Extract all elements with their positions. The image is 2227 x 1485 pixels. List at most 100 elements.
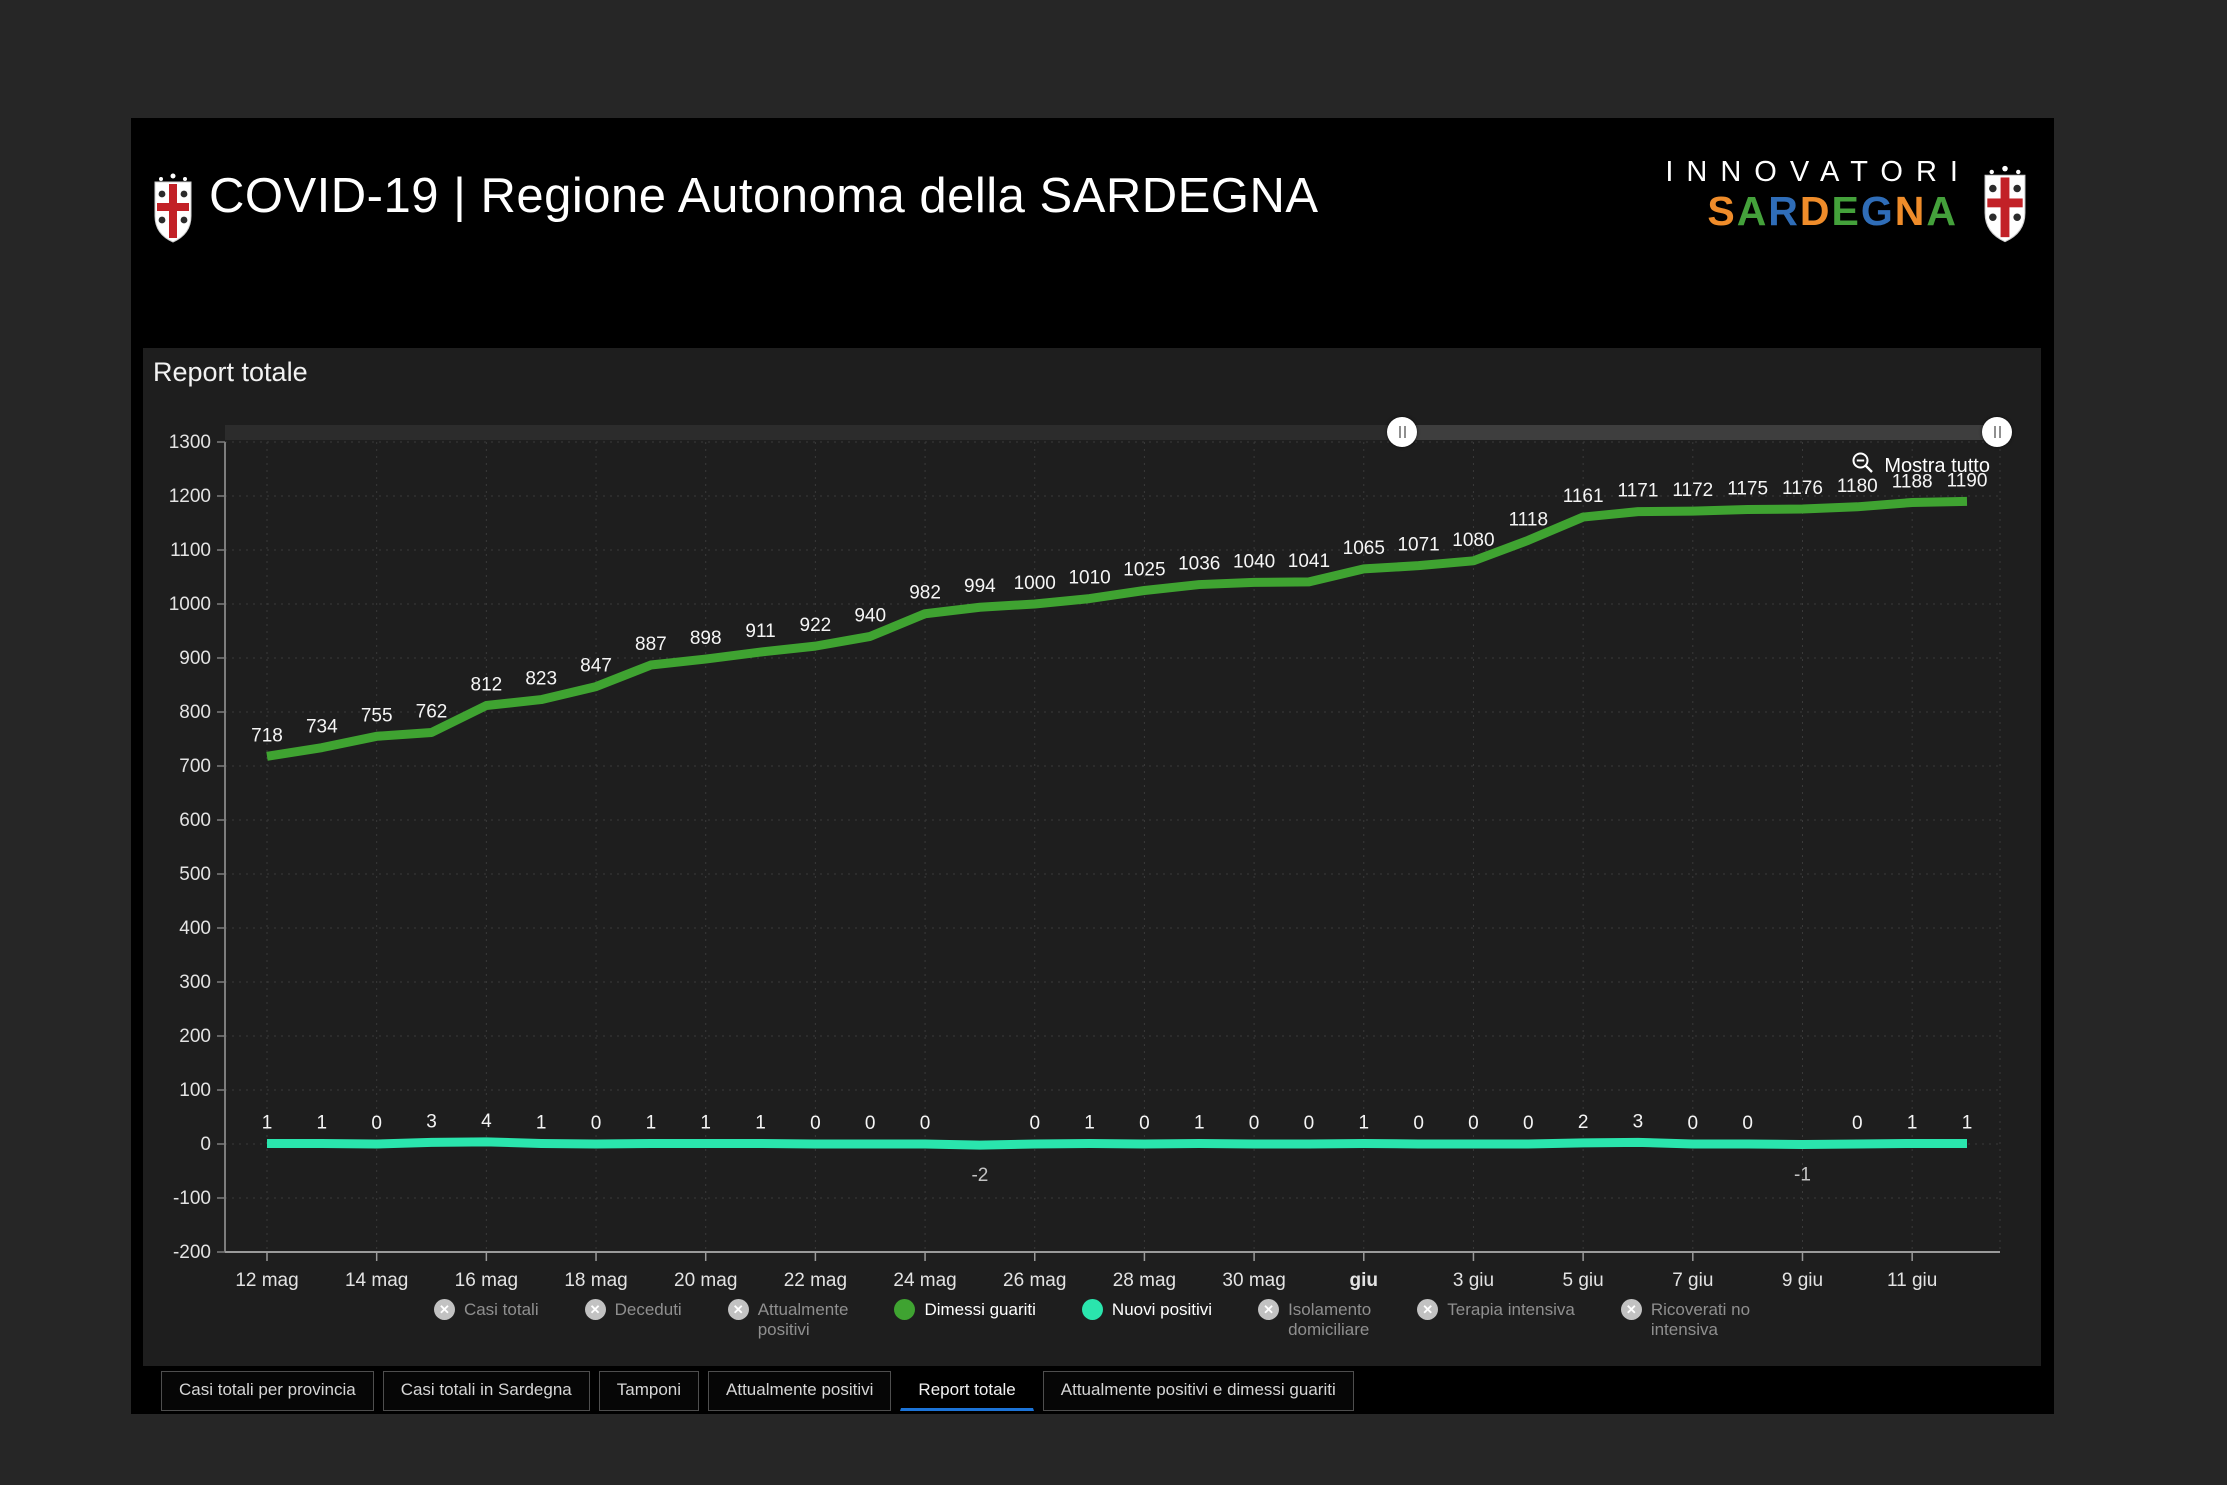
svg-text:1: 1 xyxy=(1907,1112,1918,1133)
svg-text:1036: 1036 xyxy=(1178,554,1220,575)
svg-text:5 giu: 5 giu xyxy=(1563,1270,1604,1291)
page-title: COVID-19 | Regione Autonoma della SARDEG… xyxy=(209,169,1319,223)
svg-text:14 mag: 14 mag xyxy=(345,1270,408,1291)
svg-text:3: 3 xyxy=(426,1111,437,1132)
tab-report-totale[interactable]: Report totale xyxy=(900,1371,1034,1411)
svg-text:1: 1 xyxy=(755,1112,766,1133)
tab-tamponi[interactable]: Tamponi xyxy=(598,1371,700,1411)
svg-text:1: 1 xyxy=(1962,1112,1973,1133)
svg-text:1: 1 xyxy=(1358,1112,1369,1133)
svg-text:0: 0 xyxy=(1139,1113,1150,1134)
svg-text:1: 1 xyxy=(700,1112,711,1133)
legend-item[interactable]: ✕ Isolamento domiciliare xyxy=(1258,1299,1372,1340)
svg-text:400: 400 xyxy=(179,918,211,939)
svg-text:1118: 1118 xyxy=(1509,509,1548,530)
svg-text:1: 1 xyxy=(536,1112,547,1133)
svg-text:1071: 1071 xyxy=(1397,535,1439,556)
svg-text:0: 0 xyxy=(1468,1113,1479,1134)
range-slider-selection[interactable] xyxy=(1402,425,1997,440)
svg-text:911: 911 xyxy=(745,621,775,642)
legend-series-dot-icon xyxy=(1081,1299,1103,1320)
svg-text:-100: -100 xyxy=(173,1188,211,1209)
svg-text:982: 982 xyxy=(909,583,941,604)
brand-letter: D xyxy=(1799,188,1832,234)
svg-text:755: 755 xyxy=(361,705,393,726)
svg-text:3 giu: 3 giu xyxy=(1453,1270,1494,1291)
show-all-button[interactable]: Mostra tutto xyxy=(1851,451,1990,481)
svg-text:1: 1 xyxy=(646,1112,657,1133)
svg-text:16 mag: 16 mag xyxy=(455,1270,518,1291)
brand-letter: G xyxy=(1860,188,1895,234)
brand-line-innovatori: INNOVATORI xyxy=(1665,156,1971,188)
legend-item-label: Ricoverati no intensiva xyxy=(1650,1300,1751,1339)
svg-text:11 giu: 11 giu xyxy=(1887,1270,1937,1291)
legend-item[interactable]: ✕ Casi totali xyxy=(433,1299,539,1320)
svg-text:200: 200 xyxy=(179,1026,211,1047)
legend-item-label: Dimessi guariti xyxy=(924,1300,1036,1319)
svg-text:1188: 1188 xyxy=(1892,471,1933,492)
svg-text:1025: 1025 xyxy=(1123,560,1165,581)
panel-title: Report totale xyxy=(153,357,308,387)
svg-text:1: 1 xyxy=(262,1112,273,1133)
svg-text:7 giu: 7 giu xyxy=(1672,1270,1713,1291)
brand-letter: N xyxy=(1894,188,1927,234)
legend-disabled-x-icon: ✕ xyxy=(1417,1299,1439,1320)
svg-text:1176: 1176 xyxy=(1782,478,1823,499)
legend-item[interactable]: ✕ Ricoverati no intensiva xyxy=(1620,1299,1751,1340)
svg-text:0: 0 xyxy=(865,1113,876,1134)
tab-attualmente-positivi-e-dimessi-guariti[interactable]: Attualmente positivi e dimessi guariti xyxy=(1042,1371,1354,1411)
svg-text:1172: 1172 xyxy=(1672,480,1713,501)
svg-text:9 giu: 9 giu xyxy=(1782,1270,1823,1291)
svg-text:20 mag: 20 mag xyxy=(674,1270,737,1291)
svg-text:500: 500 xyxy=(179,864,211,885)
legend-item[interactable]: Dimessi guariti xyxy=(894,1299,1036,1320)
svg-text:1000: 1000 xyxy=(1014,573,1056,594)
svg-text:3: 3 xyxy=(1633,1111,1644,1132)
svg-text:940: 940 xyxy=(854,605,886,626)
svg-text:718: 718 xyxy=(251,725,283,746)
legend-disabled-x-icon: ✕ xyxy=(584,1299,606,1320)
svg-text:0: 0 xyxy=(1688,1113,1699,1134)
svg-text:700: 700 xyxy=(179,756,211,777)
svg-text:100: 100 xyxy=(179,1080,211,1101)
report-totale-panel: Report totale -200 -100 0 100 200 300 400 500 60… xyxy=(143,348,2041,1366)
tab-attualmente-positivi[interactable]: Attualmente positivi xyxy=(708,1371,892,1411)
tab-casi-totali-per-provincia[interactable]: Casi totali per provincia xyxy=(161,1371,374,1411)
app-header: COVID-19 | Regione Autonoma della SARDEG… xyxy=(131,118,2054,348)
range-slider-left-handle[interactable] xyxy=(1387,417,1417,447)
svg-text:0: 0 xyxy=(1304,1113,1315,1134)
svg-text:0: 0 xyxy=(1029,1113,1040,1134)
legend-disabled-x-icon: ✕ xyxy=(1620,1299,1642,1320)
legend-item[interactable]: ✕ Deceduti xyxy=(584,1299,682,1320)
legend-item-label: Deceduti xyxy=(614,1300,682,1319)
legend-disabled-x-icon: ✕ xyxy=(1258,1299,1280,1320)
legend-series-dot-icon xyxy=(894,1299,916,1320)
legend-disabled-x-icon: ✕ xyxy=(727,1299,749,1320)
innovatori-sardegna-logo: INNOVATORI SARDEGNA xyxy=(1665,156,1958,233)
svg-text:0: 0 xyxy=(371,1113,382,1134)
tab-casi-totali-in-sardegna[interactable]: Casi totali in Sardegna xyxy=(382,1371,590,1411)
show-all-label: Mostra tutto xyxy=(1884,454,1990,477)
svg-text:812: 812 xyxy=(471,675,503,696)
svg-text:12 mag: 12 mag xyxy=(235,1270,298,1291)
legend-item-label: Attualmente positivi xyxy=(757,1300,849,1339)
legend-item[interactable]: ✕ Attualmente positivi xyxy=(727,1299,849,1340)
brand-letter: R xyxy=(1768,188,1800,234)
legend-item-label: Isolamento domiciliare xyxy=(1288,1300,1372,1339)
legend-item[interactable]: Nuovi positivi xyxy=(1081,1299,1212,1320)
svg-text:0: 0 xyxy=(1413,1113,1424,1134)
svg-text:823: 823 xyxy=(525,669,557,690)
range-slider-right-handle[interactable] xyxy=(1982,417,2012,447)
svg-text:4: 4 xyxy=(481,1111,492,1132)
svg-text:994: 994 xyxy=(964,576,996,597)
svg-text:1300: 1300 xyxy=(169,432,211,453)
legend-item[interactable]: ✕ Terapia intensiva xyxy=(1417,1299,1575,1320)
brand-letter: A xyxy=(1926,188,1958,234)
svg-text:600: 600 xyxy=(179,810,211,831)
svg-text:1: 1 xyxy=(1084,1112,1095,1133)
svg-text:-1: -1 xyxy=(1794,1165,1811,1186)
brand-letter: S xyxy=(1707,188,1737,234)
range-slider-track[interactable] xyxy=(225,425,2000,440)
svg-text:0: 0 xyxy=(591,1113,602,1134)
svg-text:734: 734 xyxy=(306,717,338,738)
